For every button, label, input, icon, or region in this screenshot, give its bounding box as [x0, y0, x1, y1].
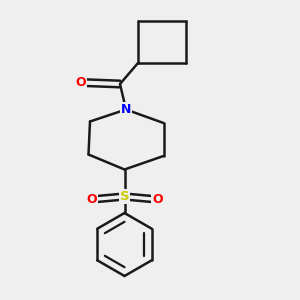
Text: O: O: [152, 193, 163, 206]
Text: O: O: [76, 76, 86, 89]
Text: S: S: [120, 190, 129, 203]
Text: N: N: [121, 103, 131, 116]
Text: O: O: [86, 193, 97, 206]
